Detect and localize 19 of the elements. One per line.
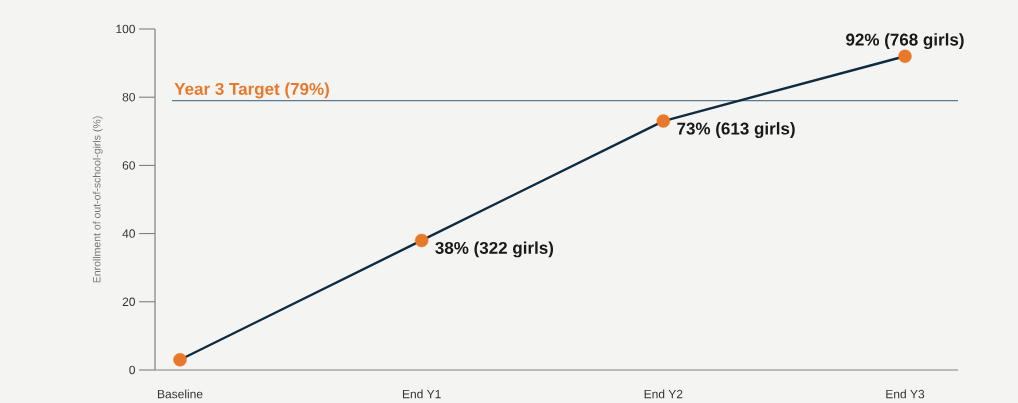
ref-line-label: Year 3 Target (79%) [174, 82, 329, 99]
y-tick-label: 0 [129, 365, 136, 375]
point [898, 49, 912, 63]
y-tick-label: 80 [122, 92, 136, 102]
y-tick-label: 20 [122, 297, 136, 307]
data-label: 73% (613 girls) [677, 122, 795, 139]
data-label: 38% (322 girls) [435, 241, 554, 258]
point [414, 233, 429, 248]
x-tick-label: End Y3 [886, 389, 925, 399]
point [656, 114, 671, 128]
y-tick-label: 40 [122, 229, 136, 238]
point [173, 353, 187, 367]
x-tick-label: Baseline [157, 389, 203, 399]
x-tick-label: End Y2 [644, 389, 683, 399]
y-axis-title: Enrollment of out-of-school-girls (%) [92, 116, 103, 283]
y-tick-label: 60 [122, 161, 136, 170]
y-tick-label: 100 [116, 24, 136, 34]
x-tick-label: End Y1 [402, 389, 441, 399]
data-label: 92% (768 girls) [846, 33, 964, 50]
